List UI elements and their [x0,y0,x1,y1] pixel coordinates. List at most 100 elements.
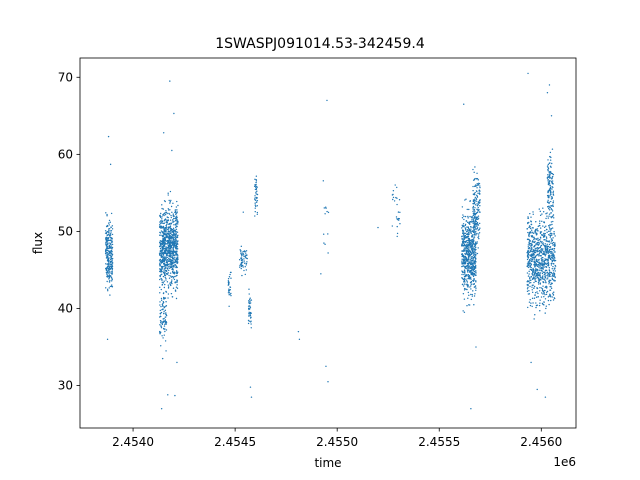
data-point [550,299,552,302]
data-point [107,135,110,138]
data-point [396,232,399,235]
data-point [539,246,542,249]
data-point [474,204,477,206]
data-point [468,208,470,211]
data-point [174,264,177,266]
data-point [461,217,464,219]
data-point [547,206,549,208]
data-point [551,296,553,298]
data-point [110,272,112,274]
data-point [228,305,230,308]
data-point [158,245,161,248]
data-point [473,240,475,242]
data-point [543,271,545,273]
data-point [477,209,480,212]
data-point [538,208,540,210]
data-point [111,269,114,271]
data-point [176,361,178,364]
data-point [163,269,165,271]
data-point [109,234,111,237]
data-point [165,304,168,307]
data-point [165,254,168,256]
data-point [468,242,471,244]
data-point [545,258,548,261]
data-point [551,268,553,270]
data-point [160,325,163,327]
data-point [467,248,470,251]
data-point [106,267,108,269]
data-point [543,252,546,254]
data-point [245,252,247,254]
data-point [547,169,549,172]
data-point [547,191,550,193]
data-point [164,272,166,274]
data-point [546,286,548,288]
data-point [546,274,549,276]
data-point [475,257,477,260]
data-point [160,345,162,347]
data-point [468,275,471,277]
data-point [533,281,535,284]
data-point [111,239,113,242]
data-point [169,247,171,250]
data-point [167,241,169,244]
data-point [250,320,252,322]
data-point [162,227,165,229]
data-point [544,312,546,314]
data-point [544,293,546,296]
data-point [161,243,163,246]
data-point [245,257,247,259]
data-point [477,183,480,186]
data-point [466,281,469,283]
data-point [543,259,546,262]
data-point [549,250,552,253]
data-point [164,316,167,318]
data-point [471,259,474,262]
data-point [476,216,479,219]
data-point [159,250,162,252]
data-point [536,247,538,249]
data-point [159,227,162,229]
data-point [479,193,481,195]
data-point [106,338,109,341]
data-point [159,274,162,276]
data-point [464,281,466,283]
data-point [159,254,161,256]
data-point [166,273,168,275]
data-point [248,313,250,315]
data-point [547,159,549,161]
data-point [160,230,163,232]
data-point [160,260,162,262]
data-point [479,199,481,201]
data-point [547,299,550,302]
data-point [476,184,478,187]
data-point [539,222,541,225]
data-point [464,272,466,274]
data-point [547,258,549,261]
data-point [174,275,176,278]
data-point [461,237,463,240]
data-point [539,236,542,239]
data-point [534,270,536,272]
data-point [171,256,174,259]
data-point [108,228,111,230]
data-point [536,254,538,257]
data-point [161,303,164,306]
data-point [551,162,553,165]
data-point [160,254,162,256]
x-tick-label: 2.4540 [112,435,154,449]
data-point [470,256,472,258]
data-point [248,298,251,301]
data-point [463,280,465,282]
data-point [549,289,552,291]
data-point [552,220,554,223]
data-point [464,255,467,258]
data-point [532,213,534,215]
data-point [537,292,539,295]
data-point [476,232,478,235]
data-point [539,302,541,304]
data-point [227,278,230,280]
data-point [550,172,553,175]
data-point [541,256,543,259]
data-point [466,247,468,250]
